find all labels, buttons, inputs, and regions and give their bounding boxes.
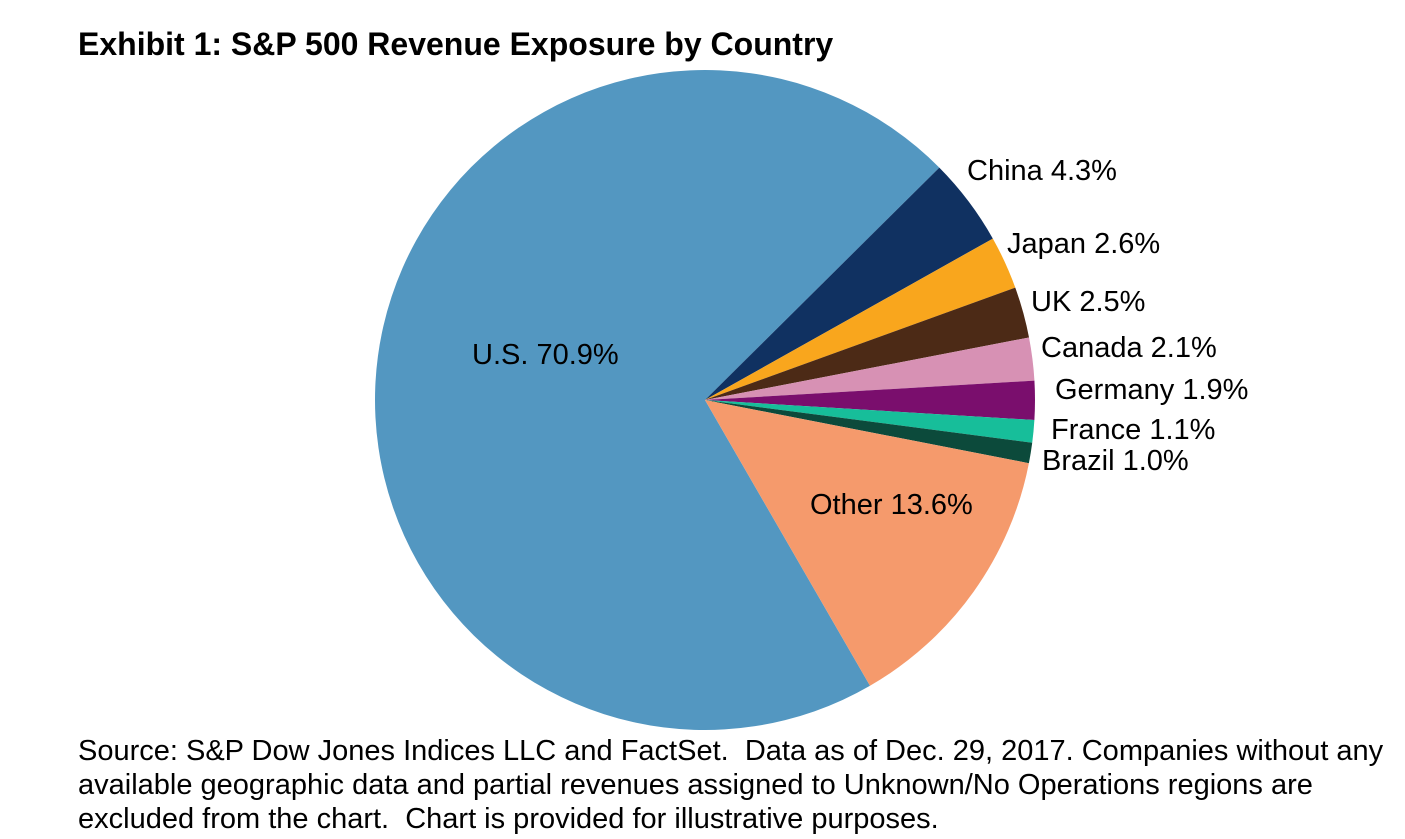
slice-label-china: China 4.3%: [967, 155, 1117, 187]
pie-slice-japan: [705, 238, 1016, 400]
slice-label-other: Other 13.6%: [810, 489, 973, 521]
pie-slice-france: [705, 400, 1035, 443]
source-note: Source: S&P Dow Jones Indices LLC and Fa…: [78, 734, 1383, 836]
pie-slice-brazil: [705, 400, 1033, 464]
chart-title: Exhibit 1: S&P 500 Revenue Exposure by C…: [78, 26, 834, 62]
pie-slice-china: [705, 167, 993, 400]
source-note-line: available geographic data and partial re…: [78, 769, 1313, 801]
slice-label-brazil: Brazil 1.0%: [1042, 445, 1189, 477]
slice-label-germany: Germany 1.9%: [1055, 374, 1249, 406]
pie-slice-germany: [705, 380, 1035, 421]
slice-label-us: U.S. 70.9%: [472, 339, 619, 371]
pie-slice-uk: [705, 287, 1030, 400]
slice-label-japan: Japan 2.6%: [1007, 228, 1161, 260]
pie-slice-other: [705, 400, 1029, 686]
source-note-line: Source: S&P Dow Jones Indices LLC and Fa…: [78, 735, 1384, 767]
pie-slice-us: [375, 69, 940, 730]
slice-label-uk: UK 2.5%: [1031, 286, 1146, 318]
slice-label-france: France 1.1%: [1051, 414, 1216, 446]
source-note-line: excluded from the chart. Chart is provid…: [78, 803, 939, 835]
pie-slice-canada: [705, 337, 1035, 400]
slice-label-canada: Canada 2.1%: [1041, 332, 1217, 364]
